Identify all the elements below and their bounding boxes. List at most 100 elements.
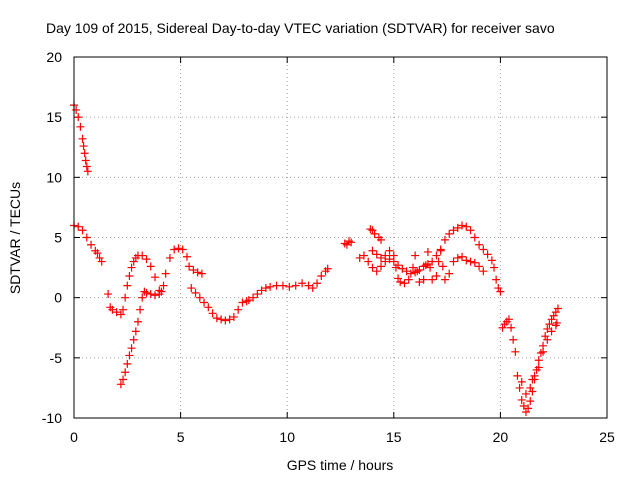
data-point [413,267,422,276]
data-point [509,335,518,344]
data-point [317,272,326,281]
data-point [368,263,377,272]
data-point [308,284,317,293]
data-point [370,229,379,238]
data-point [528,375,537,384]
data-point [551,308,560,317]
data-point [453,253,462,262]
chart-title: Day 109 of 2015, Sidereal Day-to-day VTE… [46,20,555,36]
data-point [80,149,89,158]
data-point [445,229,454,238]
data-point [347,238,356,247]
data-point [466,226,475,235]
data-point [355,253,364,262]
data-point [440,275,449,284]
data-point [479,267,488,276]
data-point [521,389,530,398]
data-point [406,269,415,278]
data-point [449,226,458,235]
data-point [496,287,505,296]
data-point [408,263,417,272]
data-point [76,122,85,131]
x-axis-label: GPS time / hours [287,457,394,473]
data-point [142,255,151,264]
data-point [298,279,307,288]
y-tick-label: -10 [42,410,62,426]
data-point [377,253,386,262]
data-point [191,288,200,297]
data-point [494,284,503,293]
data-point [119,305,128,314]
data-point [402,267,411,276]
data-point [82,162,91,171]
data-point [434,257,443,266]
data-point [170,245,179,254]
data-point [178,245,187,254]
data-point [366,225,375,234]
data-point [244,296,253,305]
data-point [97,257,106,266]
data-point [125,272,134,281]
data-point [483,250,492,259]
data-point [266,282,275,291]
data-point [458,221,467,230]
data-point [432,272,441,281]
data-point [225,315,234,324]
data-point [521,407,530,416]
data-point [526,383,535,392]
data-point [419,275,428,284]
data-point [93,249,102,258]
data-point [475,240,484,249]
data-point [78,226,87,235]
data-point [146,290,155,299]
data-point [242,297,251,306]
data-point [411,251,420,260]
data-point [217,315,226,324]
data-point [129,257,138,266]
data-point [112,308,121,317]
axis-ticks [73,56,608,419]
data-points [70,101,562,416]
data-point [440,235,449,244]
data-point [131,327,140,336]
data-point [116,310,125,319]
data-point [87,240,96,249]
data-point [517,377,526,386]
data-point [552,318,561,327]
data-point [204,303,213,312]
data-point [165,253,174,262]
data-point [458,252,467,261]
data-point [123,359,132,368]
data-point [359,251,368,260]
data-point [234,305,243,314]
data-point [490,263,499,272]
data-point [133,317,142,326]
data-point [415,278,424,287]
y-tick-label: 20 [46,49,62,65]
data-point [519,401,528,410]
data-point [182,252,191,261]
tick-labels: 0 5 10 15 20 25 -10 -5 0 5 10 15 20 [42,49,615,445]
data-point [445,269,454,278]
data-point [200,298,209,307]
data-point [453,223,462,232]
data-point [462,222,471,231]
data-point [78,134,87,143]
data-point [161,269,170,278]
data-point [127,344,136,353]
data-point [95,253,104,262]
data-point [545,320,554,329]
data-point [391,263,400,272]
data-point [174,244,183,253]
data-point [189,265,198,274]
plot-frame [73,56,608,419]
data-point [372,267,381,276]
data-point [536,349,545,358]
data-point [524,404,533,413]
data-point [138,251,147,260]
data-point [492,275,501,284]
data-point [543,335,552,344]
data-point [116,380,125,389]
data-point [72,105,81,114]
data-point [449,257,458,266]
